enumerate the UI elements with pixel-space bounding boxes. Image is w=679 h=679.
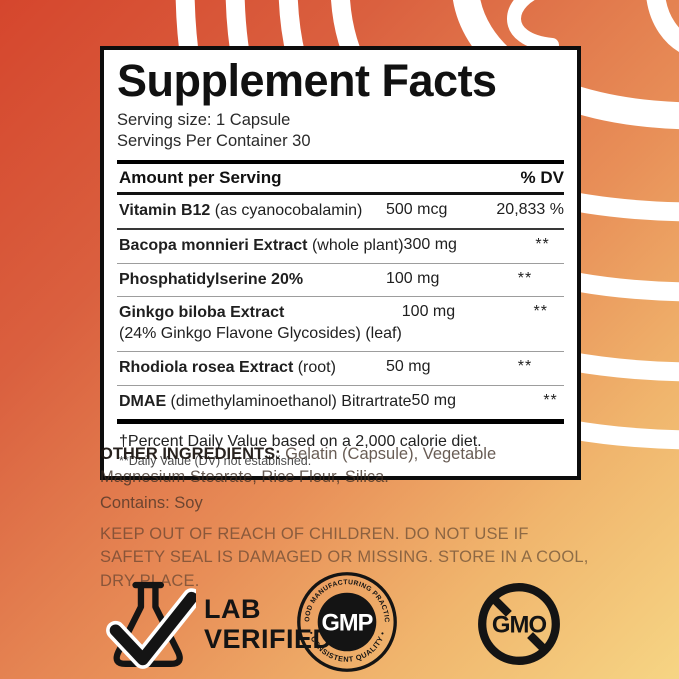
gmo-text: GMO — [492, 612, 547, 639]
certification-badges: LAB VERIFIED GOOD MANUFACTURING PRACTICE… — [0, 565, 679, 675]
table-row-phosphatidylserine: Phosphatidylserine 20% 100 mg ** — [117, 264, 564, 298]
supplement-facts-panel: Supplement Facts Serving size: 1 Capsule… — [100, 46, 581, 481]
ingredient-name-detail: (as cyanocobalamin) — [210, 202, 363, 220]
table-row-ginkgo: Ginkgo biloba Extract (24% Ginkgo Flavone… — [117, 297, 564, 353]
table-header: Amount per Serving % DV — [117, 164, 564, 196]
ingredient-amount: 50 mg — [411, 391, 457, 409]
other-ingredients-statement: OTHER INGREDIENTS: Gelatin (Capsule), Ve… — [100, 443, 582, 490]
divider-thick-top — [117, 160, 564, 165]
footnotes: †Percent Daily Value based on a 2,000 ca… — [117, 424, 564, 469]
ingredient-dv: ** — [535, 235, 550, 253]
table-row-rhodiola: Rhodiola rosea Extract (root) 50 mg ** — [117, 352, 564, 386]
ingredient-amount: 100 mg — [401, 303, 456, 321]
lab-verified-label: LAB VERIFIED — [204, 594, 333, 654]
ingredient-name: Bacopa monnieri Extract — [119, 236, 308, 254]
no-gmo-icon: GMO — [478, 583, 560, 665]
table-row-dmae: DMAE (dimethylaminoethanol) Bitrartrate … — [117, 386, 564, 419]
ingredient-dv: ** — [517, 269, 533, 287]
ingredient-name: Phosphatidylserine 20% — [119, 270, 304, 288]
footnote-dv-not-established: **Daily Value (DV) not established. — [119, 454, 312, 469]
ingredient-amount: 100 mg — [386, 269, 440, 287]
table-row-bacopa: Bacopa monnieri Extract (whole plant) 30… — [117, 230, 564, 264]
other-ingredients-text: Gelatin (Capsule), Vegetable Magnesium S… — [100, 445, 497, 487]
warning-text: KEEP OUT OF REACH OF CHILDREN. DO NOT US… — [100, 525, 589, 590]
ingredient-amount: 50 mg — [386, 358, 431, 376]
gmp-center-text: GMP — [322, 611, 373, 637]
flask-checkmark-icon — [106, 581, 196, 669]
gmp-seal-icon: GOOD MANUFACTURING PRACTICE • CONSISTENT… — [292, 565, 397, 672]
ingredient-name: DMAE — [119, 392, 167, 410]
ingredient-dv: ** — [533, 303, 548, 321]
serving-info: Serving size: 1 Capsule Servings Per Con… — [117, 110, 564, 154]
ingredient-name-detail: (dimethylaminoethanol) Bitrartrate — [166, 392, 412, 410]
other-ingredients-label: OTHER INGREDIENTS: — [100, 445, 281, 463]
ingredient-dv: ** — [543, 391, 558, 409]
ingredient-amount: 500 mcg — [386, 201, 448, 219]
facts-table: Amount per Serving % DV Vitamin B12 (as … — [117, 164, 564, 419]
ingredient-name-detail: (24% Ginkgo Flavone Glycosides) (leaf) — [119, 325, 402, 343]
ingredient-amount: 300 mg — [403, 235, 457, 253]
serving-size: Serving size: 1 Capsule — [117, 110, 291, 129]
ingredient-name: Rhodiola rosea Extract — [119, 359, 294, 377]
lab-verified-badge: LAB VERIFIED — [104, 576, 333, 672]
footnote-daily-value: †Percent Daily Value based on a 2,000 ca… — [119, 432, 482, 450]
ingredient-name: Vitamin B12 — [119, 202, 211, 220]
header-percent-dv: % DV — [520, 168, 564, 188]
contains-statement: Contains: Soy — [100, 494, 203, 512]
divider-heavy-bottom — [117, 418, 564, 424]
table-row-vitamin-b12: Vitamin B12 (as cyanocobalamin) 500 mcg … — [117, 195, 564, 230]
non-gmo-badge: GMO — [473, 578, 565, 675]
ingredient-name: Ginkgo biloba Extract — [119, 304, 285, 322]
lab-verified-line2: VERIFIED — [204, 624, 333, 654]
servings-per-container: Servings Per Container 30 — [117, 132, 311, 151]
gmp-badge: GOOD MANUFACTURING PRACTICE • CONSISTENT… — [292, 565, 399, 679]
ingredient-dv: 20,833 % — [496, 201, 564, 219]
header-amount-per-serving: Amount per Serving — [119, 168, 282, 188]
ingredient-name-detail: (whole plant) — [307, 236, 404, 254]
ingredient-dv: ** — [517, 358, 533, 376]
ingredient-name-detail: (root) — [293, 359, 336, 377]
panel-title: Supplement Facts — [117, 55, 497, 106]
lab-verified-line1: LAB — [204, 593, 261, 624]
